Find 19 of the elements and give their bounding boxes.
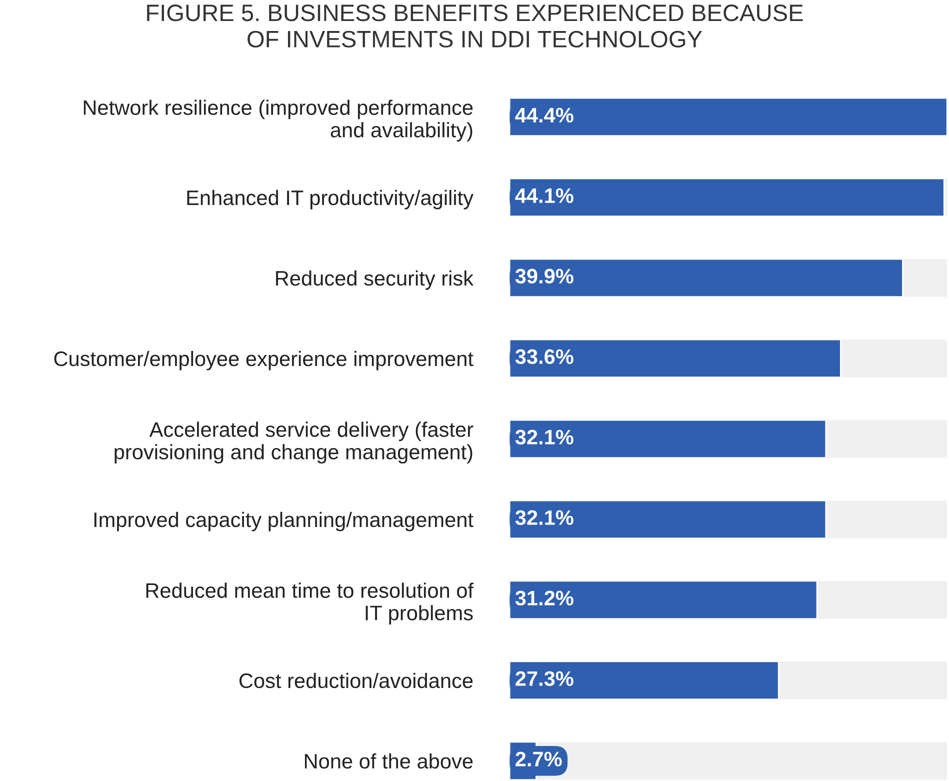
- y-tick-label: Cost reduction/avoidance: [239, 672, 473, 688]
- data-label: 32.1%: [515, 510, 574, 526]
- data-label: 44.1%: [515, 188, 574, 204]
- data-label: 39.9%: [515, 268, 574, 284]
- data-label: 32.1%: [515, 430, 574, 445]
- data-label: 44.4%: [515, 108, 574, 123]
- data-label: 33.6%: [515, 349, 574, 364]
- y-tick-label: Accelerated service delivery (faster provisioning and change management): [114, 422, 474, 464]
- y-tick-label: Customer/employee experience improvement: [54, 350, 474, 370]
- chart-title: FIGURE 5. BUSINESS BENEFITS EXPERIENCED BECAUSE OF INVESTMENTS IN DDI TECHNOLOGY: [147, 4, 803, 48]
- y-tick-label: Improved capacity planning/management: [94, 512, 474, 532]
- bar: [510, 178, 945, 218]
- y-tick-label: Enhanced IT productivity/agility: [187, 190, 474, 210]
- y-tick-label: Reduced mean time to resolution of IT problems: [146, 582, 474, 624]
- data-label: 31.2%: [515, 590, 574, 606]
- y-tick-label: None of the above: [304, 753, 473, 769]
- y-tick-label: Reduced security risk: [276, 270, 474, 290]
- data-label: 27.3%: [516, 671, 574, 686]
- y-tick-label: Network resilience (improved performance and availability): [84, 100, 473, 142]
